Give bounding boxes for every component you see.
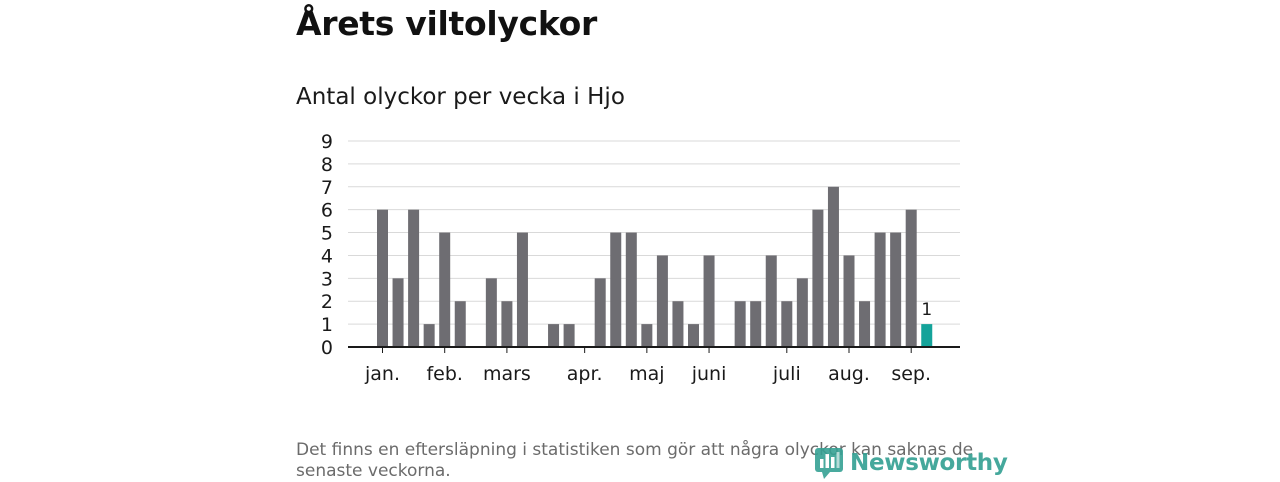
bar	[750, 301, 762, 347]
bar	[563, 324, 575, 347]
bar	[765, 255, 777, 347]
y-tick-label: 3	[321, 268, 333, 290]
y-tick-label: 9	[321, 131, 333, 153]
bar	[843, 255, 855, 347]
bar	[454, 301, 466, 347]
data-label: 1	[921, 300, 932, 320]
bar	[408, 209, 420, 347]
bar	[501, 301, 513, 347]
x-axis-ticks: jan. feb. mars apr. maj juni juli aug. sep.	[364, 347, 931, 385]
bar	[392, 278, 404, 347]
footnote: Det finns en eftersläpning i statistiken…	[296, 440, 974, 481]
bar	[688, 324, 699, 347]
bar	[516, 232, 528, 347]
bar	[423, 324, 435, 347]
bar	[548, 324, 560, 347]
chart-title: Årets viltolyckor	[296, 4, 597, 43]
x-tick-label: feb.	[426, 363, 462, 385]
y-tick-label: 7	[321, 177, 333, 199]
bar	[905, 209, 917, 347]
bar	[672, 301, 684, 347]
bar	[610, 232, 622, 347]
y-tick-label: 2	[321, 291, 333, 313]
logo-text: Newsworthy	[850, 450, 1008, 476]
bar	[485, 278, 497, 347]
bar	[377, 209, 388, 347]
y-tick-label: 1	[321, 314, 333, 336]
bar	[812, 209, 824, 347]
bar	[859, 301, 871, 347]
newsworthy-logo-icon	[815, 448, 843, 479]
bar	[890, 232, 902, 347]
x-tick-label: jan.	[364, 363, 400, 385]
x-tick-label: juli	[772, 363, 801, 385]
bar	[656, 255, 668, 347]
newsworthy-logo: Newsworthy	[814, 446, 1008, 480]
x-tick-label: mars	[483, 363, 531, 385]
y-tick-label: 6	[321, 200, 333, 222]
bar	[594, 278, 606, 347]
bar	[625, 232, 637, 347]
x-tick-label: aug.	[828, 363, 870, 385]
bar	[439, 232, 451, 347]
y-tick-label: 4	[321, 245, 333, 267]
bar	[781, 301, 793, 347]
bar	[703, 255, 715, 347]
x-tick-label: maj	[629, 363, 664, 385]
bar	[874, 232, 886, 347]
x-tick-label: apr.	[567, 363, 603, 385]
bar	[827, 186, 839, 347]
bar	[734, 301, 746, 347]
x-tick-label: juni	[691, 363, 727, 385]
bar	[796, 278, 808, 347]
bar	[641, 324, 653, 347]
y-tick-label: 5	[321, 223, 333, 245]
y-tick-label: 0	[321, 337, 333, 359]
bar-highlight	[921, 324, 933, 347]
bars: 1	[377, 186, 933, 347]
y-tick-label: 8	[321, 154, 333, 176]
chart-subtitle: Antal olyckor per vecka i Hjo	[296, 84, 625, 110]
x-tick-label: sep.	[891, 363, 931, 385]
